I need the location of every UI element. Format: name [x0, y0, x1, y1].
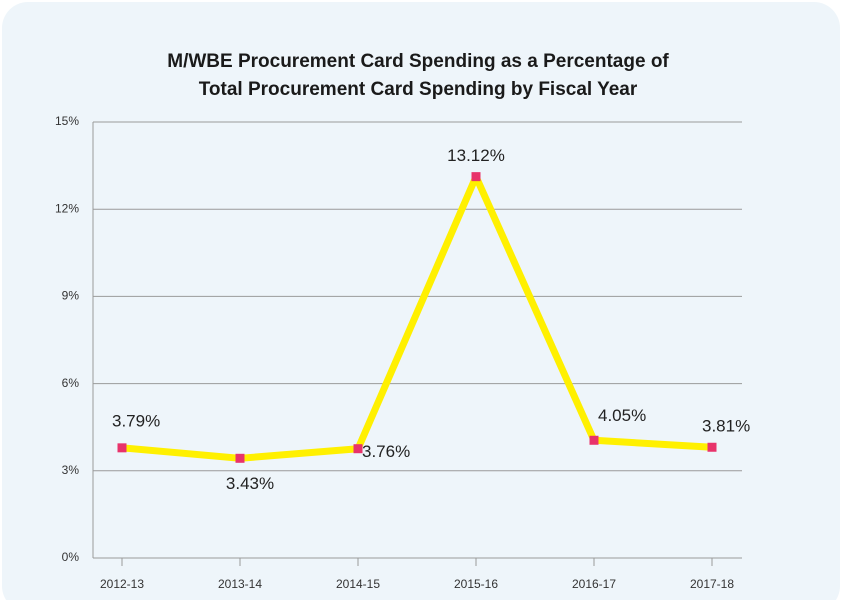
data-label: 3.79% [112, 411, 160, 430]
x-tick-label: 2015-16 [454, 577, 498, 591]
data-label: 4.05% [598, 406, 646, 425]
chart-title: M/WBE Procurement Card Spending as a Per… [167, 51, 669, 72]
y-tick-label: 6% [62, 376, 80, 390]
chart-title: Total Procurement Card Spending by Fisca… [199, 79, 638, 100]
point-marker [707, 442, 717, 452]
data-label: 13.12% [447, 146, 505, 165]
data-label: 3.76% [362, 442, 410, 461]
point-marker [589, 435, 599, 445]
series-line [121, 173, 713, 462]
point-marker [353, 444, 363, 454]
x-tick-label: 2016-17 [572, 577, 616, 591]
x-tick-label: 2013-14 [218, 577, 262, 591]
x-tick-label: 2014-15 [336, 577, 380, 591]
point-marker [235, 453, 245, 463]
y-tick-label: 0% [62, 550, 80, 564]
y-tick-label: 15% [55, 114, 79, 128]
data-label: 3.43% [226, 474, 274, 493]
y-tick-label: 9% [62, 289, 80, 303]
y-tick-label: 3% [62, 463, 80, 477]
point-marker [471, 172, 481, 182]
x-tick-label: 2012-13 [100, 577, 144, 591]
y-tick-label: 12% [55, 201, 79, 215]
point-marker [117, 443, 127, 453]
data-label: 3.81% [702, 417, 750, 436]
x-tick-label: 2017-18 [690, 577, 734, 591]
